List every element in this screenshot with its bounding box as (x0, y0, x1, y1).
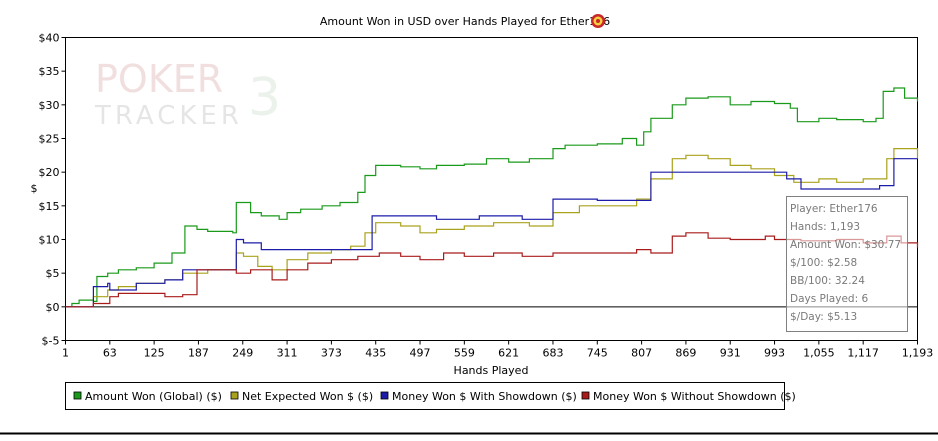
stats-per-day: $/Day: $5.13 (790, 311, 857, 323)
x-axis-ticks: 1 63 125 187 249 311 373 435 497 559 621 683 745 807 8… (62, 340, 934, 360)
stats-bb-100: BB/100: 32.24 (790, 275, 865, 287)
poker-chip-icon (591, 14, 605, 28)
x-tick-label: 621 (498, 347, 519, 360)
x-tick-label: 187 (188, 347, 209, 360)
y-axis-ticks: $-5 $0 $5 $10 $15 $20 $25 $30 $35 $40 (39, 32, 66, 348)
x-tick-label: 249 (232, 347, 253, 360)
y-tick-label: $25 (39, 133, 60, 146)
x-tick-label: 1,117 (847, 347, 879, 360)
x-axis-label: Hands Played (454, 364, 529, 377)
x-tick-label: 497 (410, 347, 431, 360)
stats-per-100: $/100: $2.58 (790, 257, 857, 269)
series-line-2 (65, 158, 918, 308)
series-line-0 (65, 87, 919, 308)
series-line-3 (65, 232, 919, 308)
legend-label: Money Won $ Without Showdown ($) (593, 390, 796, 403)
player-stats-box: Player: Ether176 Hands: 1,193 Amount Won… (786, 196, 908, 332)
y-tick-label: $15 (39, 200, 60, 213)
x-tick-label: 559 (454, 347, 475, 360)
y-tick-label: $30 (39, 99, 60, 112)
pokertracker-watermark: POKER TRACKER 3 (94, 57, 281, 131)
watermark-version: 3 (248, 68, 281, 128)
y-tick-label: $20 (39, 166, 60, 179)
x-tick-label: 1,055 (803, 347, 835, 360)
stats-amount-won: Amount Won: $30.77 (790, 239, 901, 251)
legend-swatch (581, 391, 590, 400)
x-tick-label: 125 (144, 347, 165, 360)
x-tick-label: 745 (587, 347, 608, 360)
y-tick-label: $40 (39, 32, 60, 45)
x-tick-label: 1 (62, 347, 69, 360)
y-tick-label: $35 (39, 65, 60, 78)
series-line-1 (65, 148, 919, 308)
legend-label: Money Won $ With Showdown ($) (392, 390, 577, 403)
y-tick-label: $10 (39, 234, 60, 247)
legend-label: Net Expected Won $ ($) (242, 390, 373, 403)
x-tick-label: 311 (277, 347, 298, 360)
y-axis-label: $ (31, 182, 38, 195)
x-tick-label: 1,193 (902, 347, 934, 360)
legend-swatch (380, 391, 389, 400)
series-lines (65, 87, 919, 308)
y-tick-label: $5 (46, 267, 60, 280)
x-tick-label: 373 (321, 347, 342, 360)
legend-label: Amount Won (Global) ($) (85, 390, 222, 403)
plot-area (65, 37, 918, 341)
legend-swatch (73, 391, 82, 400)
chart-legend: Amount Won (Global) ($) Net Expected Won … (65, 382, 796, 410)
x-tick-label: 63 (103, 347, 117, 360)
chart-title: Amount Won in USD over Hands Played for … (320, 15, 610, 28)
x-tick-label: 931 (720, 347, 741, 360)
x-tick-label: 993 (764, 347, 785, 360)
stats-player: Player: Ether176 (790, 203, 878, 215)
y-tick-label: $0 (46, 301, 60, 314)
x-tick-label: 869 (675, 347, 696, 360)
stats-hands: Hands: 1,193 (790, 221, 860, 233)
y-tick-label: $-5 (42, 335, 60, 348)
legend-swatch (230, 391, 239, 400)
watermark-word-tracker: TRACKER (94, 101, 243, 131)
x-tick-label: 683 (542, 347, 563, 360)
stats-days-played: Days Played: 6 (790, 293, 868, 305)
x-tick-label: 807 (631, 347, 652, 360)
watermark-word-poker: POKER (95, 57, 223, 101)
legend-frame (65, 382, 785, 410)
x-tick-label: 435 (365, 347, 386, 360)
